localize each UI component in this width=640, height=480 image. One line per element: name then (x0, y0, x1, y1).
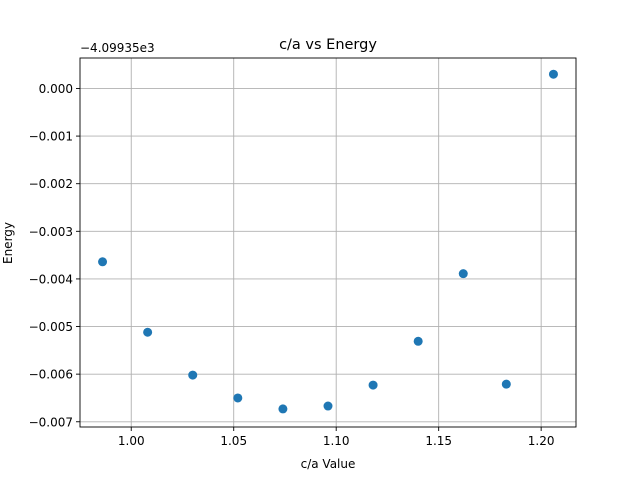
data-point (143, 327, 153, 337)
y-tick-label: −0.003 (29, 225, 73, 239)
grid-lines (80, 58, 576, 427)
chart-title: c/a vs Energy (279, 37, 377, 53)
x-axis-ticks: 1.00 1.05 1.10 1.15 1.20 (118, 427, 555, 448)
data-point (188, 370, 198, 380)
y-tick-label: −0.005 (29, 320, 73, 334)
data-point (98, 257, 108, 267)
x-tick-label: 1.20 (528, 434, 555, 448)
x-tick-label: 1.15 (425, 434, 452, 448)
y-tick-label: −0.007 (29, 415, 73, 429)
y-axis-label: Energy (1, 222, 15, 264)
data-point (368, 380, 378, 390)
x-axis-label: c/a Value (301, 457, 356, 471)
data-point (413, 336, 423, 346)
x-tick-label: 1.10 (323, 434, 350, 448)
x-tick-label: 1.05 (220, 434, 247, 448)
y-tick-label: −0.001 (29, 130, 73, 144)
x-tick-label: 1.00 (118, 434, 145, 448)
data-point (548, 69, 558, 79)
data-point (233, 393, 243, 403)
data-point (458, 269, 468, 279)
y-tick-label: 0.000 (39, 82, 73, 96)
y-tick-label: −0.002 (29, 177, 73, 191)
plot-frame (79, 57, 577, 428)
data-point (501, 379, 511, 389)
y-axis-ticks: 0.000 −0.001 −0.002 −0.003 −0.004 −0.005 −0.00… (29, 82, 80, 429)
y-offset-label: −4.09935e3 (80, 41, 155, 55)
y-tick-label: −0.006 (29, 368, 73, 382)
y-tick-label: −0.004 (29, 272, 73, 286)
data-points (98, 69, 558, 414)
data-point (323, 401, 333, 411)
data-point (278, 404, 288, 414)
